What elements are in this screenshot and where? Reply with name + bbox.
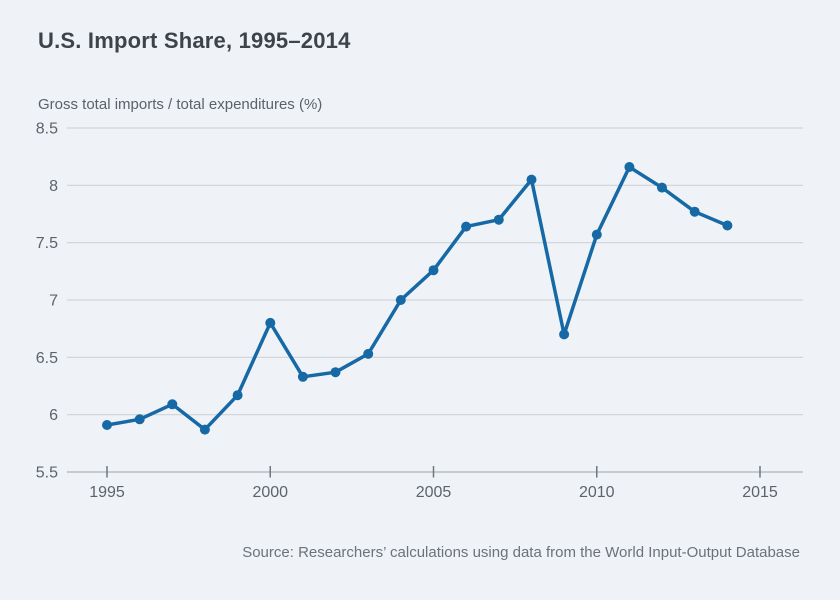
x-tick-label: 2015 (742, 484, 778, 501)
data-point (134, 414, 145, 425)
chart-title: U.S. Import Share, 1995–2014 (38, 28, 351, 53)
data-point (526, 174, 537, 185)
data-point (493, 214, 504, 225)
data-point (265, 317, 276, 328)
x-tick-label: 2010 (579, 484, 615, 501)
data-point (232, 390, 243, 401)
y-tick-label: 7 (49, 293, 58, 310)
source-note: Source: Researchers’ calculations using … (242, 544, 800, 561)
data-point (624, 162, 635, 172)
y-axis-label: Gross total imports / total expenditures… (38, 96, 323, 113)
y-tick-label: 5.5 (36, 465, 58, 482)
y-tick-label: 7.5 (36, 235, 58, 252)
data-point (102, 420, 112, 430)
data-point (363, 348, 374, 359)
y-tick-label: 6.5 (36, 350, 58, 367)
data-point (395, 295, 406, 305)
series-line (105, 165, 730, 432)
x-tick-label: 2000 (252, 484, 288, 501)
data-point (199, 424, 210, 435)
data-point (297, 371, 308, 382)
data-point (461, 221, 472, 232)
data-point (330, 367, 341, 378)
data-point (689, 206, 700, 217)
data-point (722, 220, 733, 231)
x-tick-label: 1995 (89, 484, 125, 501)
data-point (657, 182, 667, 193)
data-point (591, 229, 602, 240)
data-point (559, 329, 570, 340)
y-tick-label: 6 (49, 407, 58, 424)
y-tick-label: 8.5 (36, 121, 58, 138)
data-point (167, 399, 178, 410)
data-point (428, 265, 439, 276)
x-tick-label: 2005 (416, 484, 452, 501)
y-tick-label: 8 (49, 178, 58, 195)
